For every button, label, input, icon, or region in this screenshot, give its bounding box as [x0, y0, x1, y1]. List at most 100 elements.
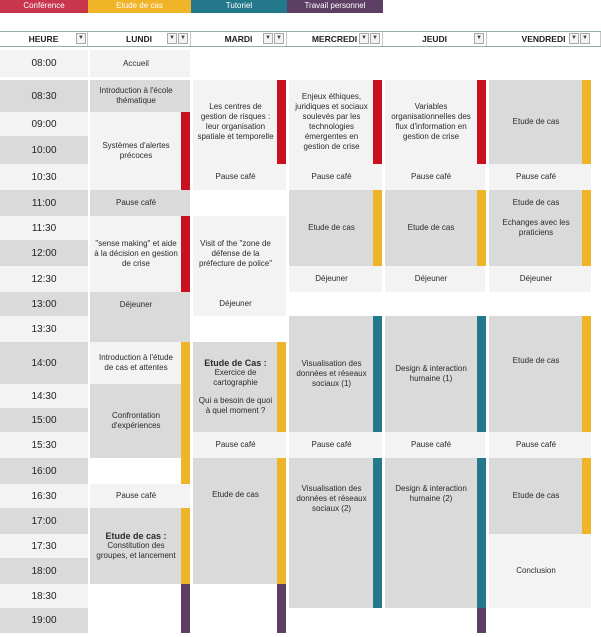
event-systemes-alertes[interactable]: Systèmes d'alertes précoces	[90, 112, 190, 190]
event-pause-cafe[interactable]: Pause café	[489, 432, 591, 458]
legend-conference: Conférence	[0, 0, 88, 13]
event-etude-de-cas[interactable]: Etude de cas	[489, 316, 591, 432]
column-header-jeudi: JEUDI ▼	[383, 32, 487, 46]
event-etude-de-cas[interactable]: Etude de cas	[489, 190, 591, 216]
event-etude-de-cas[interactable]: Etude de cas	[193, 458, 286, 584]
event-dejeuner[interactable]: Déjeuner	[289, 266, 382, 292]
event-visit-zone-defense[interactable]: Visit of the "zone de défense de la préf…	[193, 216, 286, 292]
event-label: Etude de cas	[512, 356, 560, 365]
filter-dropdown-mercredi-2[interactable]: ▼	[370, 33, 380, 44]
event-confrontation[interactable]: Confrontation d'expériences	[90, 384, 190, 458]
event-conclusion[interactable]: Conclusion	[489, 534, 591, 608]
travail-bar	[277, 584, 286, 633]
event-label: Confrontation d'expériences	[111, 411, 161, 430]
event-label: Pause café	[311, 172, 352, 181]
event-intro-etude-de-cas[interactable]: Introduction à l'étude de cas et attente…	[90, 342, 190, 384]
time-label: 18:00	[0, 558, 88, 584]
filter-dropdown-mardi-2[interactable]: ▼	[274, 33, 284, 44]
column-header-mercredi: MERCREDI ▼ ▼	[287, 32, 383, 46]
event-label: Accueil	[123, 58, 149, 68]
event-etude-de-cas[interactable]: Etude de cas	[289, 190, 382, 266]
event-label: Pause café	[215, 172, 256, 181]
event-label: Qui a besoin de quoi à quel moment ?	[198, 396, 273, 415]
etude-bar	[582, 80, 591, 164]
event-label: Constitution des groupes, et lancement	[96, 541, 176, 560]
event-label: "sense making" et aide à la décision en …	[94, 239, 178, 268]
filter-dropdown-vendredi[interactable]: ▼	[569, 33, 579, 44]
time-label: 12:00	[0, 240, 88, 266]
column-header-vendredi: VENDREDI ▼ ▼	[487, 32, 601, 46]
event-label: Pause café	[215, 440, 256, 449]
event-pause-cafe[interactable]: Pause café	[193, 432, 286, 458]
event-introduction-ecole[interactable]: Introduction à l'école thématique	[90, 80, 190, 112]
event-etude-de-cas-lancement[interactable]: Etude de cas : Constitution des groupes, …	[90, 508, 190, 584]
event-label: Etude de cas	[512, 117, 560, 126]
legend-etude-de-cas: Etude de cas	[88, 0, 191, 13]
event-label: Visit of the "zone de défense de la préf…	[198, 239, 273, 268]
time-label: 15:00	[0, 408, 88, 432]
event-pause-cafe[interactable]: Pause café	[90, 484, 190, 508]
event-dejeuner[interactable]: Déjeuner	[489, 266, 591, 292]
etude-bar	[582, 458, 591, 534]
event-dejeuner[interactable]: Déjeuner	[385, 266, 485, 292]
etude-bar	[582, 316, 591, 432]
filter-dropdown-mercredi[interactable]: ▼	[359, 33, 369, 44]
event-sense-making[interactable]: "sense making" et aide à la décision en …	[90, 216, 190, 292]
event-label: Déjeuner	[119, 300, 153, 309]
filter-dropdown-lundi[interactable]: ▼	[167, 33, 177, 44]
filter-dropdown-lundi-2[interactable]: ▼	[178, 33, 188, 44]
event-label: Introduction à l'étude de cas et attente…	[98, 353, 174, 372]
event-echanges-praticiens[interactable]: Echanges avec les praticiens	[489, 216, 591, 266]
time-label: 10:30	[0, 164, 88, 190]
event-etude-de-cas[interactable]: Etude de cas	[385, 190, 485, 266]
event-dejeuner[interactable]: Déjeuner	[193, 292, 286, 316]
event-label: Visualisation des données et réseaux soc…	[296, 484, 367, 513]
event-etude-de-cas[interactable]: Etude de cas	[489, 458, 591, 534]
event-label: Echanges avec les praticiens	[502, 218, 570, 237]
event-pause-cafe[interactable]: Pause café	[385, 432, 485, 458]
event-exercice-cartographie[interactable]: Etude de Cas : Exercice de cartographie Qu…	[193, 342, 286, 432]
travail-bar	[181, 584, 190, 633]
event-label: Exercice de cartographie	[213, 368, 258, 387]
event-label: Déjeuner	[315, 274, 348, 283]
filter-dropdown-mardi[interactable]: ▼	[263, 33, 273, 44]
event-pause-cafe[interactable]: Pause café	[193, 164, 286, 190]
filter-dropdown-heure[interactable]: ▼	[76, 33, 86, 44]
event-pause-cafe[interactable]: Pause café	[289, 164, 382, 190]
event-label: Design & interaction humaine (1)	[395, 364, 467, 383]
event-label: Visualisation des données et réseaux soc…	[296, 359, 367, 388]
time-label: 14:00	[0, 342, 88, 384]
tutoriel-bar	[373, 316, 382, 432]
event-centres-gestion[interactable]: Les centres de gestion de risques : leur…	[193, 80, 286, 164]
event-title: Etude de cas :	[105, 531, 167, 541]
event-dejeuner[interactable]: Déjeuner	[90, 292, 190, 342]
event-label: Systèmes d'alertes précoces	[102, 141, 170, 160]
event-accueil[interactable]: Accueil	[90, 50, 190, 77]
conference-bar	[373, 80, 382, 164]
time-label: 16:30	[0, 484, 88, 508]
time-label: 13:00	[0, 292, 88, 316]
event-label: Déjeuner	[219, 299, 252, 308]
event-design-interaction-2[interactable]: Design & interaction humaine (2)	[385, 458, 485, 608]
time-label: 08:30	[0, 80, 88, 112]
event-label: Déjeuner	[519, 274, 553, 283]
event-variables-organisationnelles[interactable]: Variables organisationnelles des flux d'…	[385, 80, 485, 164]
event-pause-cafe[interactable]: Pause café	[385, 164, 485, 190]
etude-bar	[373, 190, 382, 266]
event-label: Variables organisationnelles des flux d'…	[391, 102, 471, 141]
event-design-interaction-1[interactable]: Design & interaction humaine (1)	[385, 316, 485, 432]
event-pause-cafe[interactable]: Pause café	[90, 190, 190, 216]
column-header-row: HEURE ▼ LUNDI ▼ ▼ MARDI ▼ ▼ MERCREDI ▼ ▼ JEUDI ▼…	[0, 31, 601, 47]
event-etude-de-cas[interactable]: Etude de cas	[489, 80, 591, 164]
filter-dropdown-vendredi-2[interactable]: ▼	[580, 33, 590, 44]
filter-dropdown-jeudi[interactable]: ▼	[474, 33, 484, 44]
event-label: Pause café	[515, 172, 557, 181]
event-pause-cafe[interactable]: Pause café	[289, 432, 382, 458]
etude-bar	[181, 342, 190, 484]
event-pause-cafe[interactable]: Pause café	[489, 164, 591, 190]
event-visualisation-1[interactable]: Visualisation des données et réseaux soc…	[289, 316, 382, 432]
column-header-lundi: LUNDI ▼ ▼	[88, 32, 191, 46]
event-label: Enjeux éthiques, juridiques et sociaux s…	[295, 92, 368, 151]
event-enjeux-ethiques[interactable]: Enjeux éthiques, juridiques et sociaux s…	[289, 80, 382, 164]
event-visualisation-2[interactable]: Visualisation des données et réseaux soc…	[289, 458, 382, 608]
